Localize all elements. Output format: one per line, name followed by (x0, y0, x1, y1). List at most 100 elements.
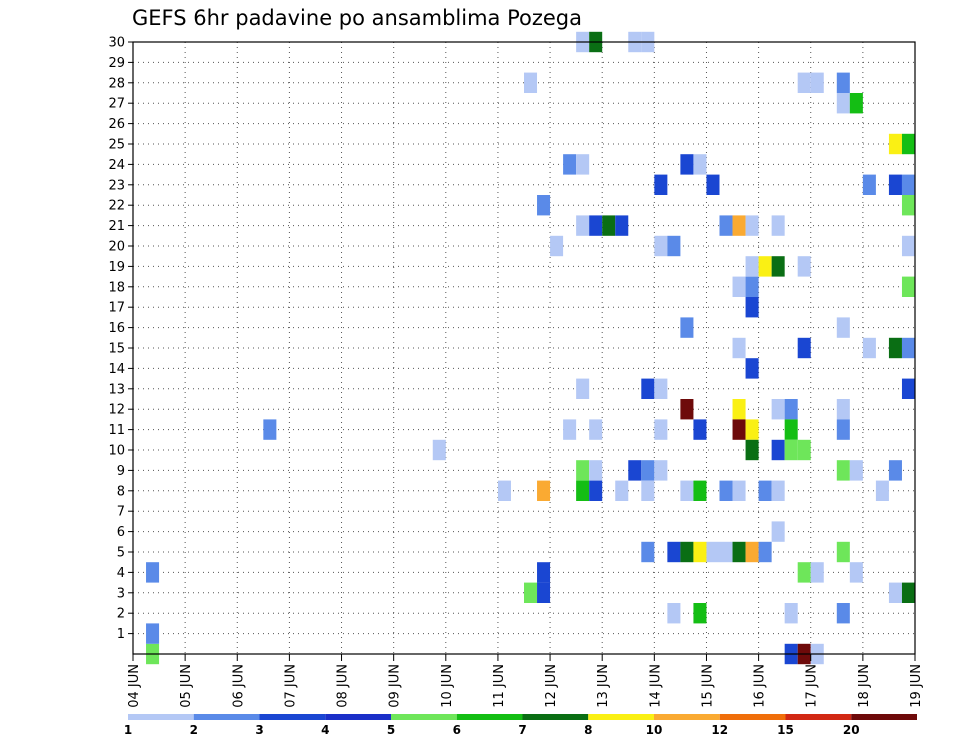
precip-cell (810, 562, 824, 583)
precip-cell (810, 72, 824, 93)
precip-cell (836, 541, 850, 563)
x-tick-label: 19 JUN (909, 664, 924, 708)
precip-cell (146, 562, 160, 583)
x-tick-label: 14 JUN (648, 664, 663, 708)
x-tick-label: 07 JUN (283, 664, 298, 708)
y-tick-label: 21 (108, 219, 125, 234)
precip-cell (836, 399, 850, 420)
precip-cell (719, 541, 733, 563)
precip-cell (537, 562, 551, 583)
y-tick-label: 15 (108, 342, 125, 357)
precip-cell (901, 174, 915, 195)
precip-cell (875, 480, 889, 501)
precip-cell (862, 337, 876, 359)
precip-cell (797, 439, 811, 461)
precip-cell (771, 399, 785, 420)
x-tick-label: 04 JUN (127, 664, 142, 708)
x-tick-label: 18 JUN (857, 664, 872, 708)
precip-cell (563, 154, 577, 175)
precip-cell (497, 480, 511, 501)
precip-cell (745, 215, 759, 236)
precip-cell (732, 399, 746, 420)
y-tick-label: 22 (108, 199, 125, 214)
y-tick-label: 9 (117, 464, 125, 479)
precip-cell (693, 541, 707, 563)
precip-cell (693, 419, 707, 440)
precip-cell (576, 480, 590, 501)
y-tick-label: 8 (117, 484, 125, 499)
precip-cell (576, 378, 590, 399)
precip-cell (576, 215, 590, 236)
precip-cell (667, 235, 681, 257)
precip-cell (537, 195, 551, 216)
precip-cell (901, 276, 915, 297)
x-tick-label: 13 JUN (596, 664, 611, 708)
color-scale-swatch (391, 714, 457, 720)
precip-cell (836, 419, 850, 440)
y-tick-label: 6 (117, 525, 125, 540)
x-tick-label: 17 JUN (805, 664, 820, 708)
precip-cell (654, 378, 668, 399)
precip-cell (745, 256, 759, 277)
precip-cell (680, 480, 694, 501)
precip-cell (849, 460, 863, 481)
precip-cell (745, 419, 759, 440)
x-tick-label: 12 JUN (544, 664, 559, 708)
precip-cell (537, 480, 551, 501)
color-scale-label: 15 (777, 723, 794, 737)
color-scale-label: 20 (843, 723, 860, 737)
y-tick-label: 23 (108, 178, 125, 193)
color-scale-swatch (588, 714, 654, 720)
color-scale-swatch (325, 714, 391, 720)
color-scale-label: 4 (321, 723, 329, 737)
color-scale-swatch (719, 714, 786, 720)
precip-cell (680, 541, 694, 563)
precip-cell (589, 460, 603, 481)
precip-cell (745, 358, 759, 379)
precip-cell (667, 541, 681, 563)
y-tick-label: 20 (108, 240, 125, 255)
color-scale-label: 6 (453, 723, 461, 737)
y-tick-label: 28 (108, 76, 125, 91)
precip-cell (680, 154, 694, 175)
precip-cell (888, 582, 902, 603)
precip-cell (432, 439, 446, 461)
color-scale-swatch (193, 714, 260, 720)
y-tick-label: 12 (108, 403, 125, 418)
precip-cell (797, 72, 811, 93)
precip-cell (836, 460, 850, 481)
color-scale-swatch (522, 714, 589, 720)
precip-cell (524, 72, 538, 93)
y-tick-label: 7 (117, 505, 125, 520)
precip-cell (745, 541, 759, 563)
precip-cell (745, 276, 759, 297)
color-scale-label: 3 (255, 723, 263, 737)
precip-cell (693, 154, 707, 175)
precip-cell (836, 317, 850, 338)
y-tick-label: 24 (108, 158, 125, 173)
chart-title: GEFS 6hr padavine po ansamblima Pozega (132, 6, 583, 30)
precip-cell (654, 460, 668, 481)
color-scale-label: 12 (711, 723, 728, 737)
y-tick-label: 16 (108, 321, 125, 336)
precip-cell (641, 378, 655, 399)
y-tick-label: 26 (108, 117, 125, 132)
y-tick-label: 1 (117, 627, 125, 642)
precip-cell (524, 582, 538, 603)
y-tick-label: 4 (117, 566, 125, 581)
y-tick-label: 18 (108, 280, 125, 295)
y-tick-label: 27 (108, 97, 125, 112)
precip-cell (797, 562, 811, 583)
precip-cell (784, 399, 798, 420)
precip-cell (901, 133, 915, 155)
precip-cell (732, 541, 746, 563)
x-tick-label: 11 JUN (492, 664, 507, 708)
precip-cell (745, 297, 759, 318)
precip-cell (771, 256, 785, 277)
precip-cell (263, 419, 277, 440)
precip-cell (901, 235, 915, 257)
precip-cell (693, 603, 707, 624)
precip-cell (680, 317, 694, 338)
x-tick-label: 15 JUN (700, 664, 715, 708)
